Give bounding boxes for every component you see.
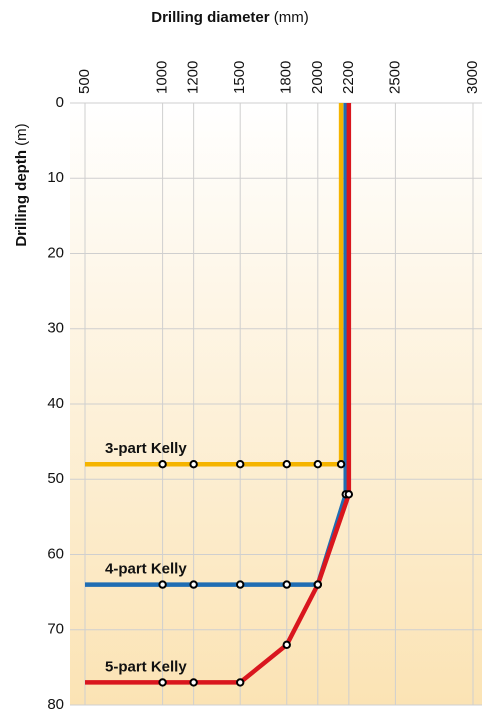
data-point — [344, 490, 354, 499]
x-tick-label: 1500 — [231, 61, 248, 94]
x-tick-label: 3000 — [464, 61, 481, 94]
x-tick-label: 2200 — [340, 61, 357, 94]
x-tick-label: 2500 — [386, 61, 403, 94]
data-point — [189, 678, 198, 687]
data-point — [336, 460, 346, 469]
data-point — [158, 678, 167, 687]
y-axis-title-text: Drilling depth — [13, 150, 30, 247]
y-tick-label: 50 — [47, 470, 64, 487]
data-point — [236, 580, 245, 589]
data-point — [189, 460, 198, 469]
data-point — [313, 580, 322, 589]
y-tick-label: 0 — [56, 94, 64, 111]
data-point — [158, 460, 167, 469]
data-point — [189, 580, 198, 589]
data-point — [282, 640, 291, 649]
data-point — [236, 460, 245, 469]
x-tick-label: 1000 — [154, 61, 171, 94]
data-point — [282, 460, 291, 469]
y-tick-label: 80 — [47, 696, 64, 713]
x-tick-label: 1800 — [278, 61, 295, 94]
x-axis-title-text: Drilling diameter — [151, 9, 270, 26]
y-tick-label: 70 — [47, 621, 64, 638]
series-label: 3-part Kelly — [105, 440, 187, 457]
series-line — [85, 103, 348, 587]
x-tick-label: 2000 — [309, 61, 326, 94]
data-point — [282, 580, 291, 589]
data-point — [158, 580, 167, 589]
x-axis-unit: (mm) — [274, 9, 309, 26]
x-tick-label: 500 — [76, 69, 93, 94]
y-tick-label: 20 — [47, 244, 64, 261]
y-tick-label: 30 — [47, 320, 64, 337]
x-tick-label: 1200 — [185, 61, 202, 94]
data-point — [313, 460, 322, 469]
data-point — [236, 678, 245, 687]
x-axis-title: Drilling diameter (mm) — [151, 9, 309, 26]
y-tick-label: 60 — [47, 545, 64, 562]
y-axis-title: Drilling depth (m) — [13, 123, 30, 246]
series-label: 4-part Kelly — [105, 561, 187, 578]
y-tick-label: 40 — [47, 395, 64, 412]
y-axis-unit: (m) — [13, 123, 30, 146]
series-label: 5-part Kelly — [105, 658, 187, 675]
series-line — [85, 103, 352, 685]
y-tick-label: 10 — [47, 169, 64, 186]
